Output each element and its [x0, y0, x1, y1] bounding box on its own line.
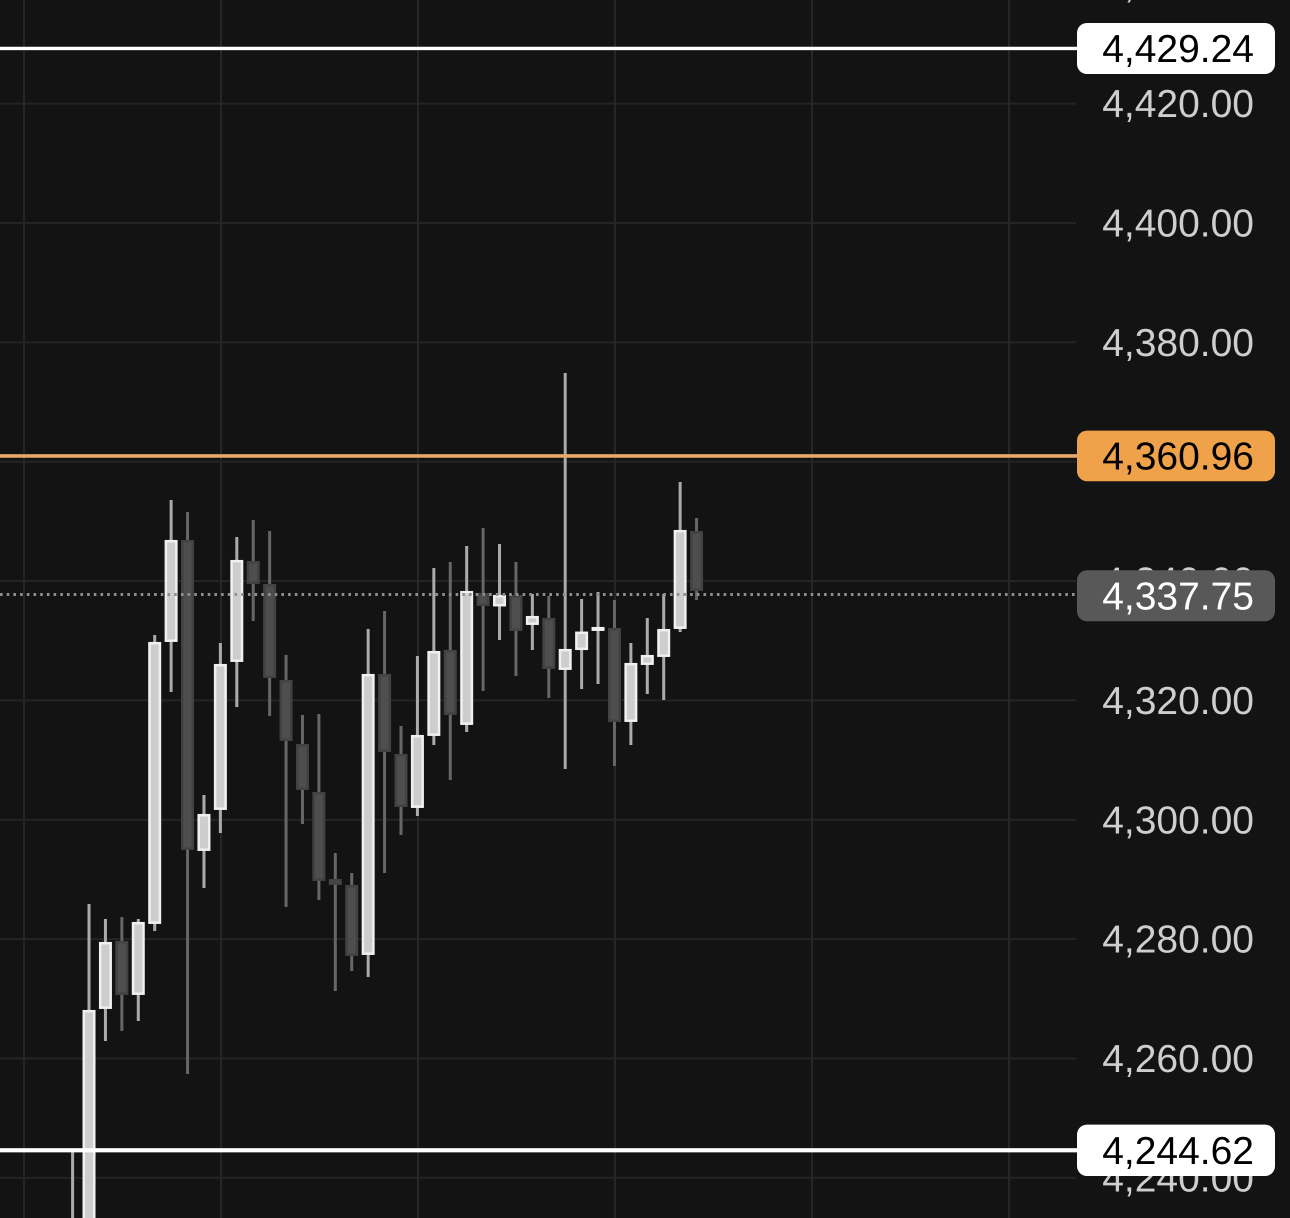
svg-text:4,280.00: 4,280.00 [1102, 919, 1254, 962]
svg-text:4,429.24: 4,429.24 [1102, 28, 1254, 71]
svg-text:4,380.00: 4,380.00 [1102, 322, 1254, 365]
svg-text:4,320.00: 4,320.00 [1102, 680, 1254, 723]
svg-text:4,360.96: 4,360.96 [1102, 435, 1254, 478]
svg-text:4,260.00: 4,260.00 [1102, 1038, 1254, 1081]
svg-text:4,300.00: 4,300.00 [1102, 799, 1254, 842]
svg-text:4,337.75: 4,337.75 [1102, 576, 1254, 619]
svg-text:4,244.62: 4,244.62 [1102, 1130, 1254, 1173]
svg-text:4,440.00: 4,440.00 [1102, 0, 1254, 7]
svg-text:4,420.00: 4,420.00 [1102, 83, 1254, 126]
svg-text:4,400.00: 4,400.00 [1102, 203, 1254, 246]
